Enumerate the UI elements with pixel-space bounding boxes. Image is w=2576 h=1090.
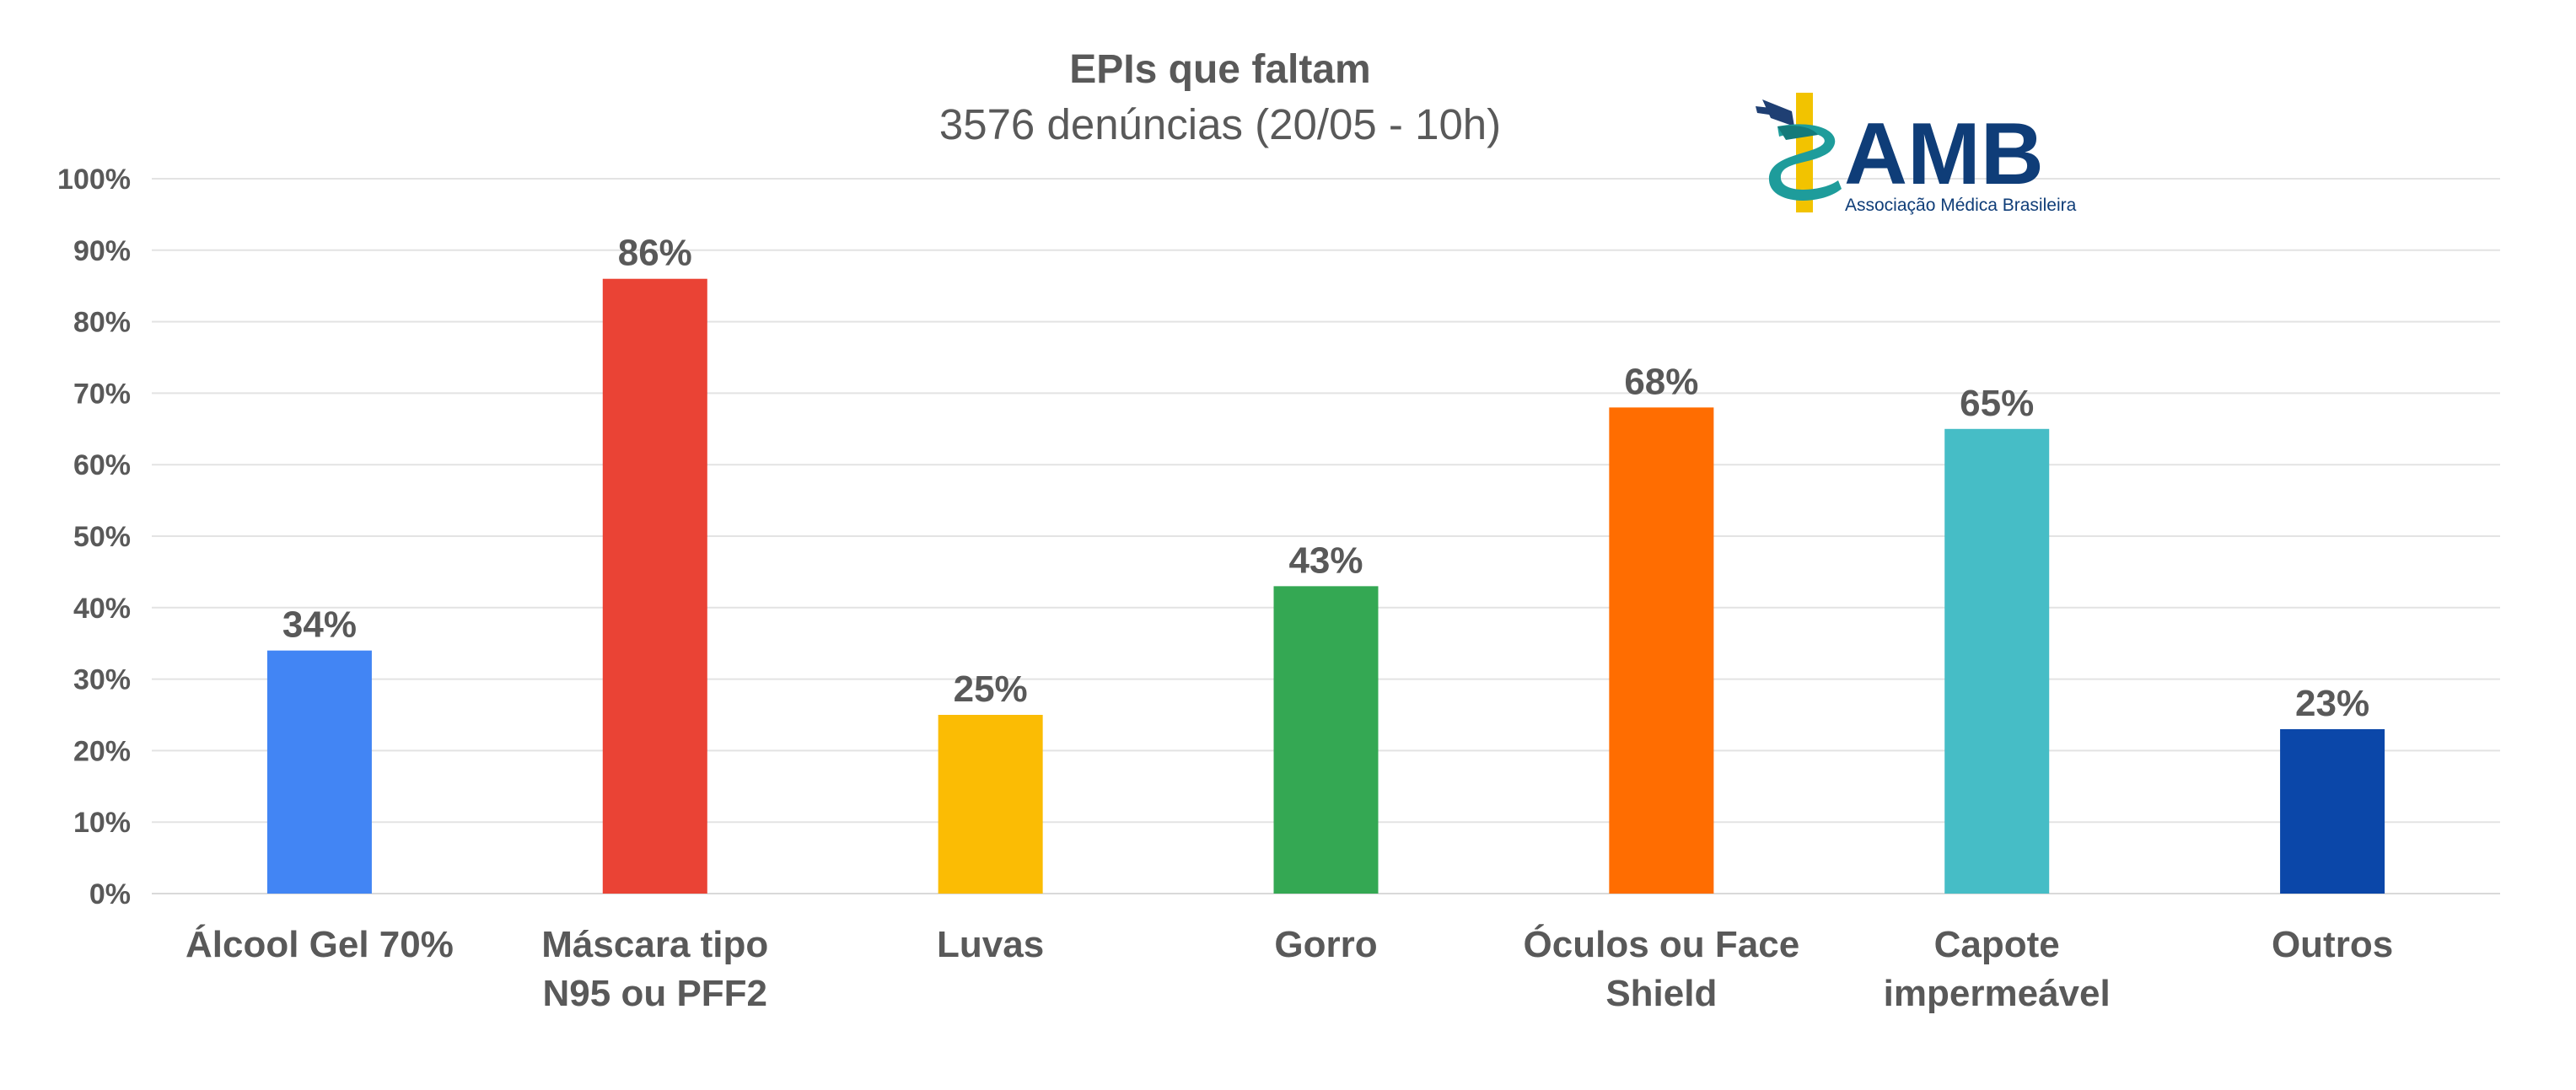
- y-tick-label: 60%: [73, 449, 131, 481]
- y-tick-label: 50%: [73, 521, 131, 553]
- y-tick-label: 20%: [73, 735, 131, 767]
- x-tick-label: Óculos ou Face: [1524, 923, 1800, 965]
- logo-wordmark: AMB: [1844, 105, 2044, 203]
- bar: [938, 715, 1043, 894]
- data-label: 65%: [1960, 383, 2034, 424]
- bar: [2280, 728, 2385, 894]
- data-label: 23%: [2295, 683, 2369, 724]
- data-label: 25%: [954, 668, 1028, 710]
- x-tick-label: Álcool Gel 70%: [186, 923, 454, 965]
- data-label: 68%: [1624, 361, 1698, 402]
- y-tick-label: 100%: [57, 164, 131, 196]
- y-tick-label: 0%: [89, 878, 131, 910]
- y-tick-label: 10%: [73, 807, 131, 839]
- bar: [266, 650, 372, 894]
- data-label: 43%: [1288, 540, 1363, 581]
- bar: [1944, 428, 2050, 894]
- y-tick-label: 40%: [73, 593, 131, 625]
- y-tick-label: 80%: [73, 307, 131, 339]
- logo-tagline: Associação Médica Brasileira: [1845, 196, 2077, 215]
- x-tick-label: Shield: [1605, 973, 1717, 1014]
- x-axis: Álcool Gel 70% Máscara tipo N95 ou PFF2 Luv…: [186, 923, 2393, 1014]
- amb-logo: AMB Associação Médica Brasileira: [1756, 93, 2077, 215]
- data-labels: 34% 86% 25% 43% 68% 65% 23%: [282, 233, 2369, 724]
- data-label: 34%: [282, 604, 357, 646]
- x-tick-label: Gorro: [1274, 924, 1377, 965]
- y-tick-label: 90%: [73, 235, 131, 267]
- bar: [1609, 407, 1714, 894]
- y-tick-label: 30%: [73, 664, 131, 696]
- chart-subtitle: 3576 denúncias (20/05 - 10h): [939, 100, 1501, 148]
- x-tick-label: Outros: [2272, 924, 2393, 965]
- y-axis: 0% 10% 20% 30% 40% 50% 60% 70% 80% 90% 100%: [57, 164, 131, 910]
- bars: [266, 278, 2385, 894]
- x-tick-label: Luvas: [937, 924, 1044, 965]
- x-tick-label: impermeável: [1884, 973, 2111, 1014]
- data-label: 86%: [618, 233, 692, 274]
- chart-title: EPIs que faltam: [1069, 47, 1370, 92]
- x-tick-label: Capote: [1934, 924, 2060, 965]
- asclepius-staff-icon: [1756, 93, 1842, 212]
- bar: [1273, 586, 1379, 894]
- y-tick-label: 70%: [73, 378, 131, 410]
- bar: [602, 278, 707, 894]
- x-tick-label: N95 ou PFF2: [543, 973, 768, 1014]
- x-tick-label: Máscara tipo: [541, 924, 768, 965]
